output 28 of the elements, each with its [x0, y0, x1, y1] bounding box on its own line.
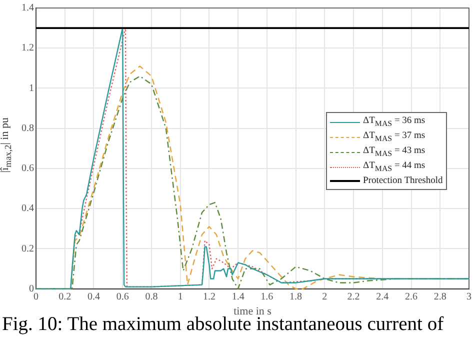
x-tick-label: 0.8 [145, 291, 158, 302]
x-tick-label: 1 [178, 291, 183, 302]
x-tick-label: 1.2 [202, 291, 216, 302]
x-tick-label: 3 [466, 291, 472, 302]
x-tick-label: 2.2 [347, 291, 360, 302]
x-tick-label: 1.6 [260, 291, 274, 302]
legend-label: ΔT$_{MAS}$ = 36 ms [363, 115, 426, 130]
y-tick-label: 1.4 [22, 2, 34, 14]
x-tick-label: 2 [322, 291, 328, 302]
x-tick-label: 2.6 [405, 291, 418, 302]
y-tick-label: 0.6 [22, 163, 34, 174]
legend-label: Protection Threshold [363, 174, 443, 187]
x-tick-label: 0.6 [116, 291, 129, 302]
y-tick-label: 0.8 [22, 122, 34, 134]
legend-label: ΔT$_{MAS}$ = 37 ms [363, 130, 426, 145]
y-tick-label: 1 [29, 82, 34, 94]
x-tick-label: 0.2 [58, 291, 72, 302]
x-tick-label: 2.4 [376, 291, 389, 302]
y-tick-label: 0 [29, 283, 34, 294]
legend-label: ΔT$_{MAS}$ = 43 ms [363, 144, 426, 160]
x-tick-label: 2.8 [434, 291, 446, 302]
x-tick-label: 0.4 [87, 291, 100, 302]
y-tick-label: 0.2 [22, 243, 34, 254]
x-tick-label: 1.8 [290, 291, 302, 302]
y-tick-label: 0.4 [22, 203, 34, 214]
y-tick-label: 1.2 [22, 42, 34, 54]
legend-label: ΔT$_{MAS}$ = 44 ms [363, 160, 426, 175]
x-tick-label: 1.4 [232, 291, 244, 302]
